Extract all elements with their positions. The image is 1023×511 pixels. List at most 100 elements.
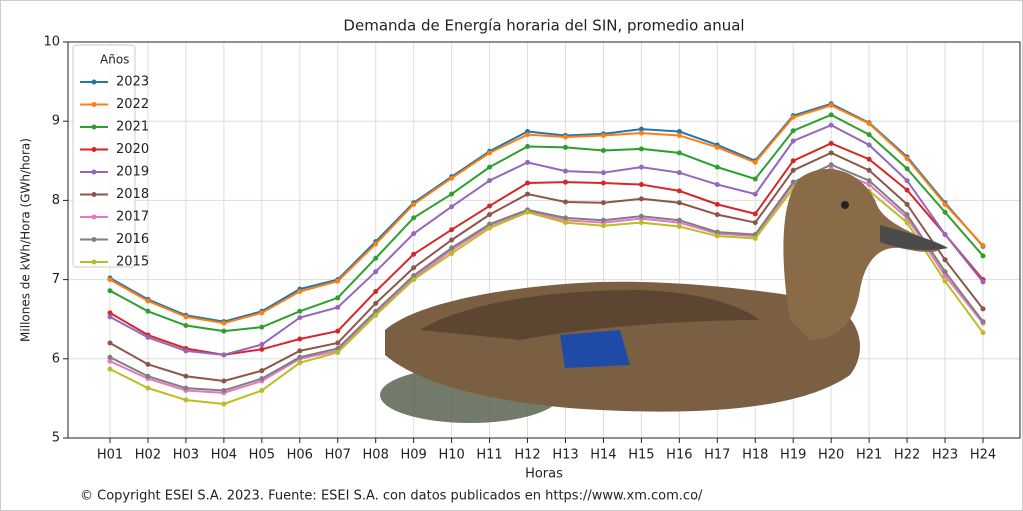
point: [714, 164, 720, 170]
point: [449, 175, 455, 181]
point: [145, 298, 151, 304]
point: [600, 180, 606, 186]
series-line: [109, 104, 984, 325]
point: [373, 308, 379, 314]
point: [600, 148, 606, 154]
point: [866, 156, 872, 162]
point: [107, 314, 113, 320]
axes-frame: [67, 41, 1021, 439]
point: [221, 320, 227, 326]
point: [942, 278, 948, 284]
point: [183, 323, 189, 329]
point: [259, 342, 265, 348]
point: [638, 196, 644, 202]
point: [676, 217, 682, 223]
point: [828, 162, 834, 168]
point: [562, 199, 568, 205]
duck-image: [380, 169, 948, 423]
point: [107, 366, 113, 372]
point: [411, 201, 417, 207]
x-tick-label: H01: [97, 448, 123, 463]
point: [221, 401, 227, 407]
point: [676, 200, 682, 206]
point: [297, 348, 303, 354]
point: [259, 376, 265, 382]
point: [562, 215, 568, 221]
point: [638, 126, 644, 132]
point: [525, 191, 531, 197]
point: [828, 102, 834, 108]
point: [676, 128, 682, 134]
point: [183, 348, 189, 354]
point: [335, 328, 341, 334]
point: [487, 150, 493, 156]
point: [335, 278, 341, 284]
point: [676, 188, 682, 194]
x-tick-label: H05: [249, 448, 275, 463]
point: [221, 352, 227, 358]
point: [449, 227, 455, 233]
point: [638, 213, 644, 219]
legend-marker: [91, 237, 97, 242]
point: [259, 310, 265, 316]
point: [714, 233, 720, 239]
point: [107, 288, 113, 294]
x-tick-label: H10: [438, 448, 464, 463]
point: [335, 295, 341, 301]
point: [297, 315, 303, 321]
point: [373, 312, 379, 318]
point: [866, 178, 872, 184]
point: [107, 358, 113, 364]
series-line: [109, 163, 984, 392]
x-tick-label: H17: [704, 448, 730, 463]
x-tick-label: H22: [894, 448, 920, 463]
y-tick-label: 7: [52, 272, 60, 287]
x-tick-label: H19: [780, 448, 806, 463]
chart-title: Demanda de Energía horaria del SIN, prom…: [343, 17, 744, 35]
legend-marker: [91, 79, 97, 85]
x-tick-label: H14: [590, 448, 616, 463]
point: [638, 164, 644, 170]
point: [866, 121, 872, 127]
point: [411, 231, 417, 237]
point: [297, 308, 303, 314]
x-tick-label: H11: [476, 448, 502, 463]
legend-marker: [91, 147, 97, 152]
point: [904, 166, 910, 172]
point: [297, 360, 303, 366]
point: [411, 273, 417, 279]
point: [980, 243, 986, 249]
point: [714, 212, 720, 218]
point: [790, 158, 796, 164]
point: [411, 277, 417, 283]
point: [145, 361, 151, 367]
point: [790, 114, 796, 120]
point: [525, 209, 531, 215]
point: [942, 269, 948, 275]
point: [790, 128, 796, 134]
point: [449, 191, 455, 197]
point: [449, 204, 455, 210]
point: [411, 265, 417, 271]
point: [411, 215, 417, 221]
point: [259, 387, 265, 393]
point: [411, 251, 417, 257]
point: [714, 201, 720, 207]
point: [828, 140, 834, 146]
point: [942, 257, 948, 263]
point: [638, 146, 644, 152]
point: [828, 150, 834, 156]
point: [221, 387, 227, 393]
point: [904, 212, 910, 218]
x-tick-label: H23: [932, 448, 958, 463]
point: [183, 314, 189, 320]
point: [221, 328, 227, 334]
legend-box: [72, 44, 136, 268]
point: [373, 255, 379, 261]
point: [107, 277, 113, 283]
x-tick-label: H20: [818, 448, 844, 463]
point: [676, 132, 682, 138]
legend-title: Años: [100, 53, 129, 67]
point: [790, 167, 796, 173]
